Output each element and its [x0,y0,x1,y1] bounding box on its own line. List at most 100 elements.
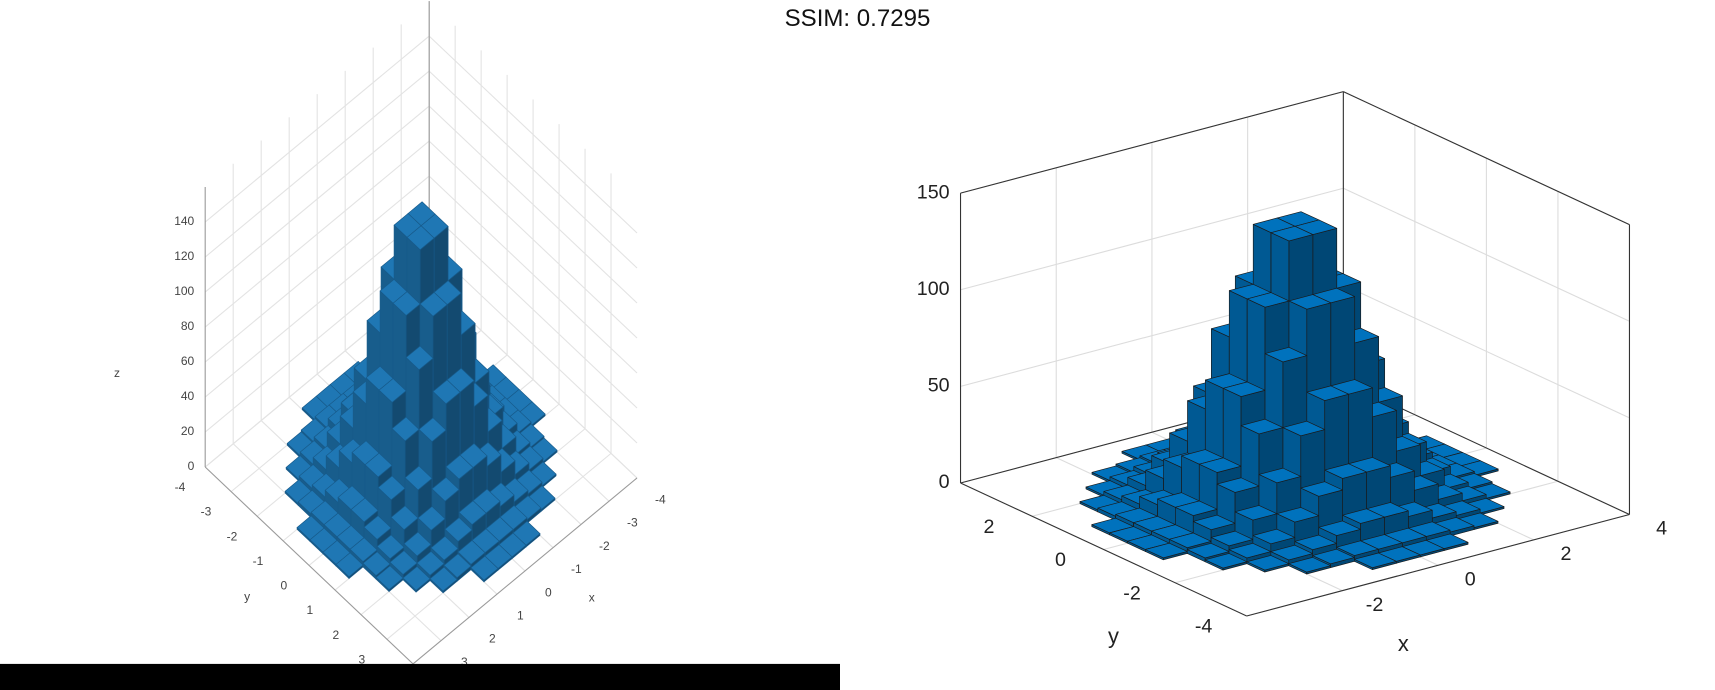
grid-line [204,105,430,293]
bar-top [429,566,458,592]
z-tick-label: 140 [174,214,194,228]
bar-top [350,497,379,523]
y-tick-label: -1 [253,554,264,568]
bar-top [1234,505,1278,521]
z-tick-label: 120 [174,249,194,263]
bar-top [1246,292,1290,308]
y-axis-label: y [244,589,250,603]
x-tick-label: -3 [627,516,638,530]
bar-top [1282,420,1326,437]
z-axis-label: z [114,366,120,380]
grid-line [428,70,638,269]
bar-top [444,517,473,542]
grid-line [428,175,638,374]
bar-top [1252,528,1296,545]
bar [1354,552,1397,570]
bar-top [430,535,459,561]
bar-top [1312,548,1355,565]
x-tick-label: 2 [1560,543,1571,565]
grid-line [1343,284,1630,419]
bar-top [1175,500,1218,516]
chart-panel: -4 -3 -2 -1 0 1 2 3 -4 -3 -2 -1 0 1 2 3 0 20 40 60 80 100 120 1… [114,1,666,669]
bar-top [1228,542,1272,559]
bar-top [1210,530,1254,547]
z-tick-label: 40 [181,389,195,403]
x-tick-label: 3 [461,655,468,669]
bar-top [1145,542,1188,559]
bar-top [404,465,433,491]
x-tick-label: -2 [599,539,610,553]
bar-top [1300,481,1343,497]
bar-top [419,292,448,317]
bar-top [349,537,378,562]
bar-top [375,565,404,590]
z-tick-label: 50 [928,375,950,397]
bar-top [416,551,445,576]
bar-top [1198,457,1242,473]
x-tick-label: 0 [545,585,552,599]
bar-top [431,476,460,502]
x-axis-label: x [589,590,595,604]
axis-line [412,477,638,665]
bar-top [389,550,418,575]
y-tick-label: -3 [201,505,212,519]
y-tick-label: 3 [358,652,365,666]
grid-line [204,140,430,328]
z-tick-label: 0 [939,471,950,493]
bar [470,555,499,583]
bar-top [405,345,434,371]
grid-line [960,187,1344,291]
axis-line [960,91,1344,194]
bar-top [470,555,499,581]
bar [335,552,364,579]
bar-top [363,515,392,540]
bar-top [443,553,472,579]
bar-top [1336,540,1379,556]
y-tick-label: 1 [307,603,314,617]
bar-top [376,534,405,560]
bar-top [1246,555,1290,571]
bar [1145,542,1188,561]
bar-top [1342,508,1385,524]
x-tick-label: -2 [1366,594,1384,616]
grid-line [204,35,430,223]
bar-top [1258,467,1302,484]
bar-top [432,379,461,405]
bar-top [1276,507,1320,523]
bar-top [457,540,486,565]
z-tick-label: 100 [917,278,950,300]
bar-top [1204,553,1248,569]
x-axis-label: x [1398,631,1409,656]
axis-line [1343,91,1630,226]
bar-top [403,531,432,557]
bar-top [390,505,419,531]
bar-top [445,454,474,480]
x-tick-label: -4 [655,492,666,506]
y-tick-label: -4 [1195,616,1213,638]
bar-top [1186,542,1230,559]
bar-top [1270,225,1314,242]
axis-line [1246,513,1630,617]
x-tick-label: 1 [517,609,524,623]
bar-top [406,225,435,251]
z-tick-label: 100 [174,284,194,298]
axis-line [960,482,1247,617]
bar [1270,544,1313,567]
z-tick-label: 0 [188,459,195,473]
y-axis-label: y [1108,623,1119,648]
bar-top [392,291,421,316]
chart-panel: -2 0 2 4 -4 -2 0 2 0 50 100 150 x y [917,91,1667,656]
bar-top [1168,532,1212,548]
grid-line [204,210,430,398]
x-tick-label: -1 [571,562,582,576]
x-tick-label: 2 [489,632,496,646]
grid-line [428,245,638,444]
bar-top [377,475,406,501]
z-tick-label: 80 [181,319,195,333]
title: SSIM: 0.7295 [785,5,931,32]
bar-top [1306,385,1349,401]
bar-top [1318,520,1361,536]
bar-top [1288,557,1331,573]
y-tick-label: 2 [333,628,340,642]
